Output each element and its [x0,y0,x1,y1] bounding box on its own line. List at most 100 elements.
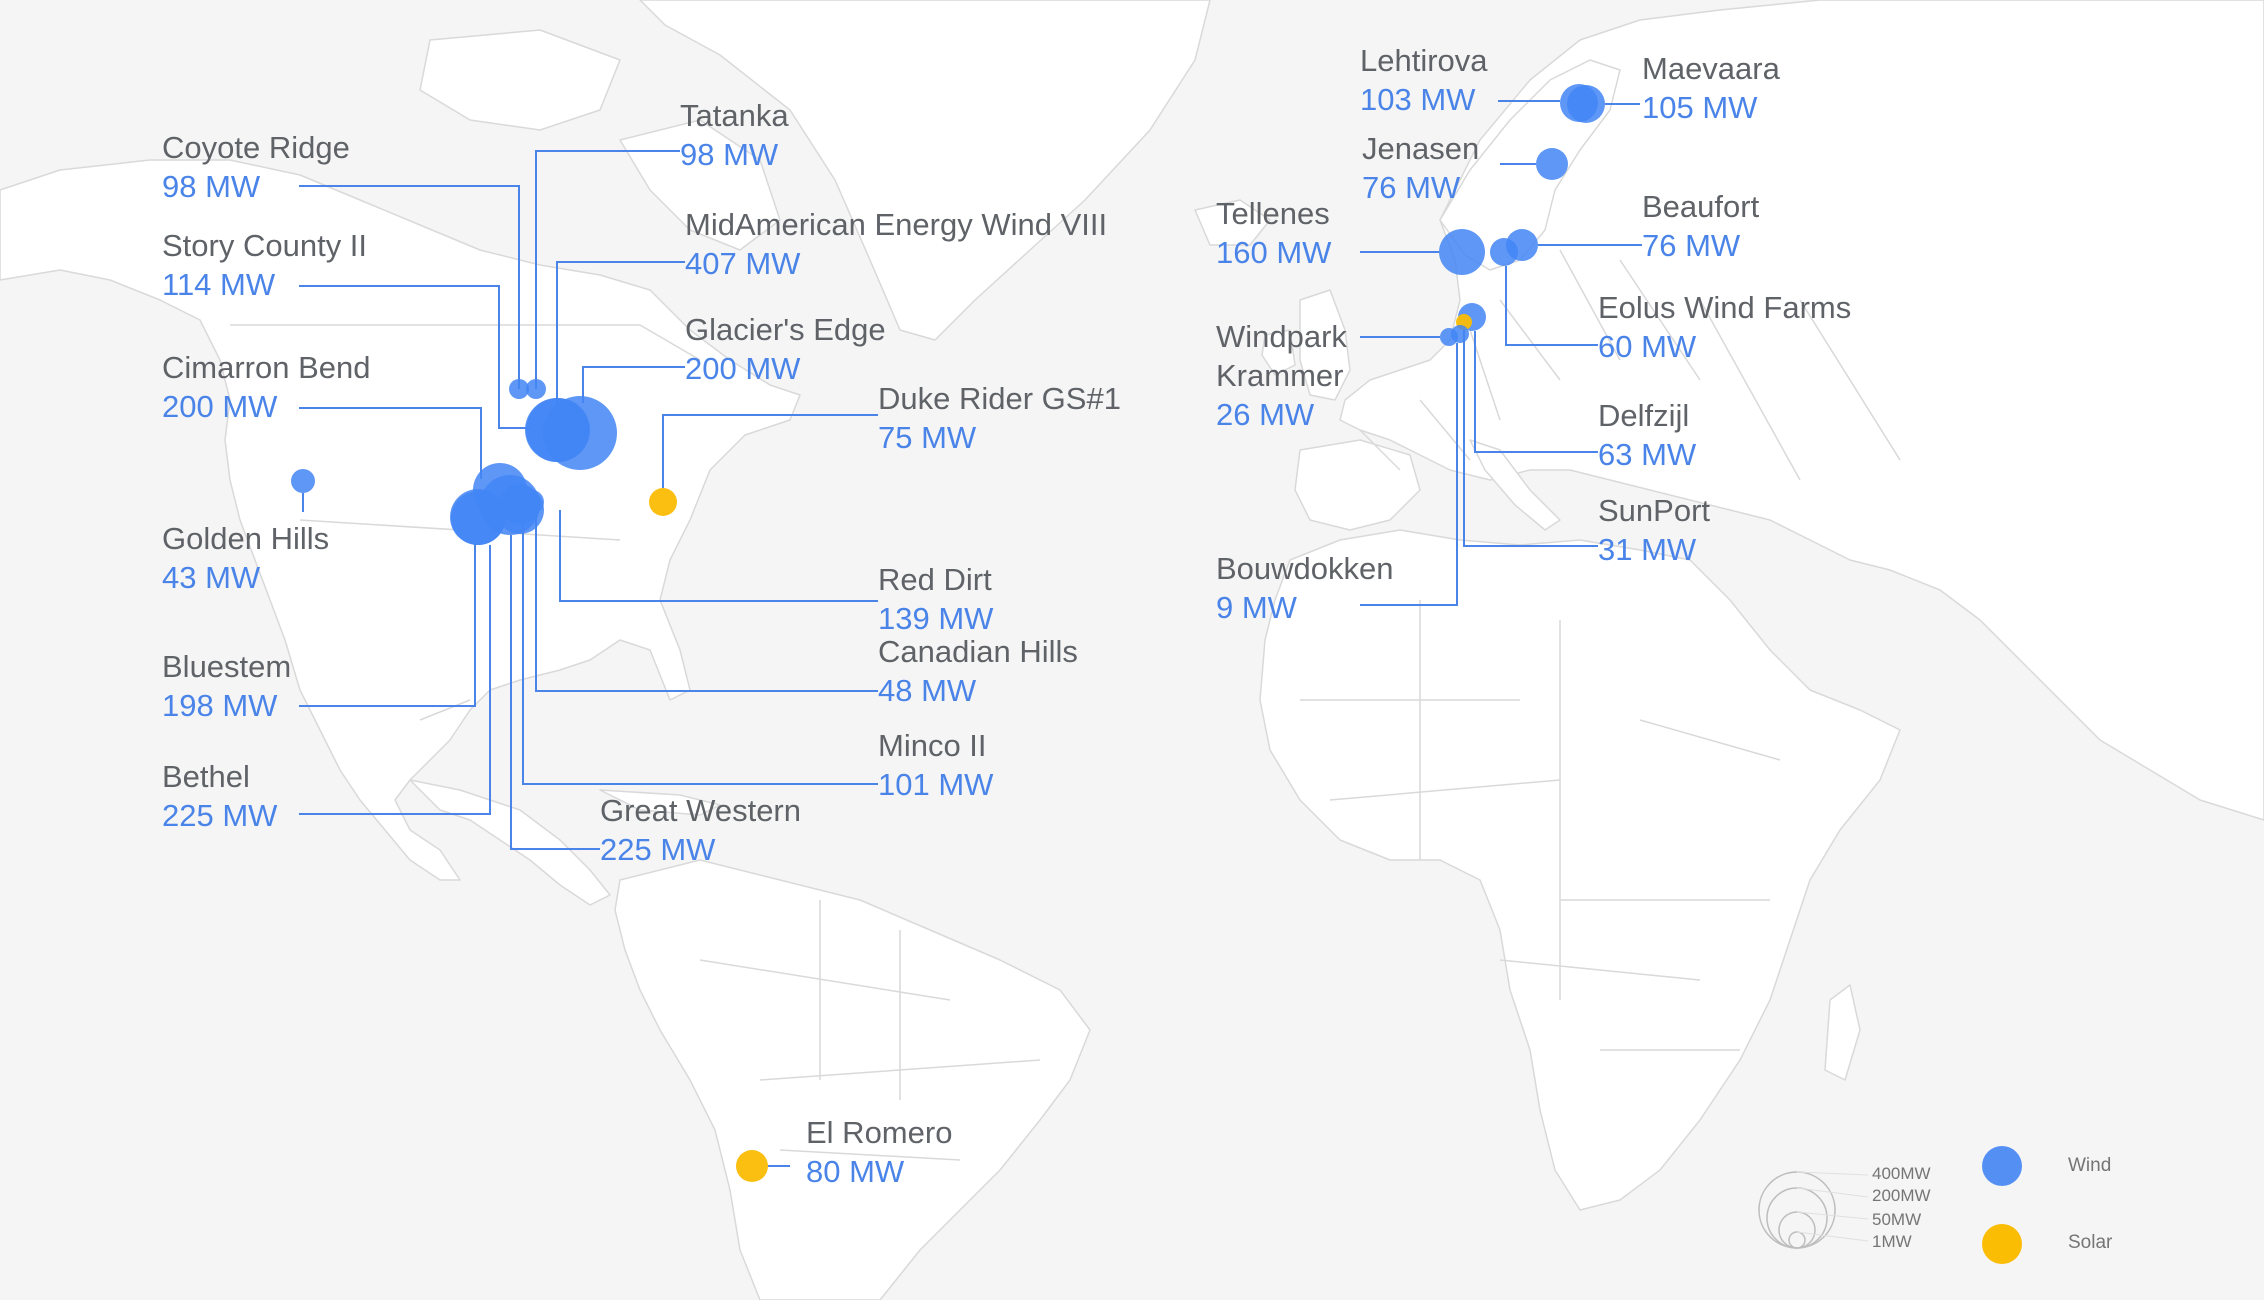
site-label: Cimarron Bend 200 MW [162,349,370,427]
legend-wind-label: Wind [2068,1155,2112,1176]
site-name: SunPort [1598,493,1711,528]
site-label: Bethel 225 MW [162,758,277,836]
legend-size-tick [1796,1231,1869,1242]
site-capacity: 200 MW [685,350,801,386]
leader-line [535,512,878,692]
leader-lines [299,100,1642,1167]
solar-bubble [649,488,677,516]
site-name: Lehtirova [1360,43,1488,78]
country-border [1699,299,1801,481]
site-name: Tellenes [1216,196,1330,231]
leader-line [1463,330,1598,547]
site-capacity: 48 MW [878,672,977,708]
site-name: Story County II [162,228,368,263]
leader-line [299,185,520,389]
site-capacity: 31 MW [1598,531,1697,567]
landmass-greenland [639,0,1211,341]
site-capacity: 76 MW [1642,227,1741,263]
leader-line [299,543,476,707]
site-name: Cimarron Bend [162,350,371,385]
legend-type-swatches [1982,1146,2022,1264]
site-label: SunPort 31 MW [1598,492,1710,570]
site-label: Maevaara 105 MW [1642,50,1780,128]
legend-size-tick [1796,1211,1869,1220]
landmass-iceland [1194,199,1271,246]
landmass-arctic-islands [419,29,621,131]
site-label: Eolus Wind Farms 60 MW [1598,289,1851,367]
landmass-eurasia [1339,0,2264,821]
site-name: Maevaara [1642,51,1780,86]
country-border [1619,259,1701,381]
leader-line [299,407,482,479]
legend-size-tick [1796,1187,1869,1198]
landmass-caribbean [599,789,721,816]
site-name: Duke Rider GS#1 [878,381,1121,416]
site-label: Windpark Krammer 26 MW [1216,318,1347,434]
legend-solar-label: Solar [2068,1232,2113,1253]
leader-line [1474,331,1598,453]
landmass-baffin [619,119,781,251]
site-capacity: 198 MW [162,687,278,723]
wind-legend-swatch [1982,1146,2022,1186]
wind-bubble [480,475,540,535]
wind-bubble [291,469,315,493]
site-name: Coyote Ridge [162,130,350,165]
wind-bubble [1536,148,1568,180]
site-name: Eolus Wind Farms [1598,290,1852,325]
site-capacity: 114 MW [162,266,276,302]
site-name: Tatanka [680,98,789,133]
wind-bubble [1451,325,1469,343]
site-name: Minco II [878,728,987,763]
leader-line [299,285,530,429]
site-label: MidAmerican Energy Wind VIII 407 MW [685,206,1107,284]
legend-size-circles [1758,1171,1869,1249]
site-label: Jenasen 76 MW [1362,130,1479,208]
legend-size-label: 1MW [1872,1232,1912,1251]
site-capacity: 98 MW [162,168,261,204]
country-border [779,1149,961,1161]
wind-bubble [526,379,546,399]
site-label: Tatanka 98 MW [680,97,789,175]
country-border [1419,399,1471,461]
site-capacity: 200 MW [162,388,278,424]
landmass-italy [1469,439,1561,531]
site-name: El Romero [806,1115,953,1150]
landmass-britain [1299,289,1351,401]
site-name: Red Dirt [878,562,992,597]
legend-size-label: 400MW [1872,1164,1931,1183]
legend-size-label: 50MW [1872,1210,1922,1229]
site-capacity: 26 MW [1216,396,1315,432]
landmass-africa [1259,529,1901,1211]
site-label: Bouwdokken 9 MW [1216,550,1394,628]
site-capacity: 75 MW [878,419,977,455]
site-bubbles [291,84,1605,1182]
site-name: Beaufort [1642,189,1760,224]
site-capacity: 63 MW [1598,436,1697,472]
site-name: Bouwdokken [1216,551,1394,586]
site-name: MidAmerican Energy Wind VIII [685,207,1108,242]
country-border [1559,249,1621,361]
legend-size-circle [1788,1231,1806,1249]
site-name: Bluestem [162,649,292,684]
landmass-madagascar [1824,984,1861,1081]
country-border [1329,779,1561,801]
site-label: Beaufort 76 MW [1642,188,1759,266]
country-border [1639,719,1781,761]
site-capacity: 60 MW [1598,328,1697,364]
site-label: Minco II 101 MW [878,727,993,805]
leader-line [510,535,600,850]
site-label: Glacier's Edge 200 MW [685,311,886,389]
legend-size-tick [1796,1171,1869,1176]
site-capacity: 9 MW [1216,589,1297,625]
legend-size-circle [1778,1211,1816,1249]
site-label: Duke Rider GS#1 75 MW [878,380,1121,458]
wind-bubble [526,398,590,462]
site-capacity: 76 MW [1362,169,1461,205]
site-name: Great Western [600,793,802,828]
site-label: Bluestem 198 MW [162,648,291,726]
landmass-iberia [1294,439,1421,531]
site-label: El Romero 80 MW [806,1114,952,1192]
site-capacity: 407 MW [685,245,801,281]
